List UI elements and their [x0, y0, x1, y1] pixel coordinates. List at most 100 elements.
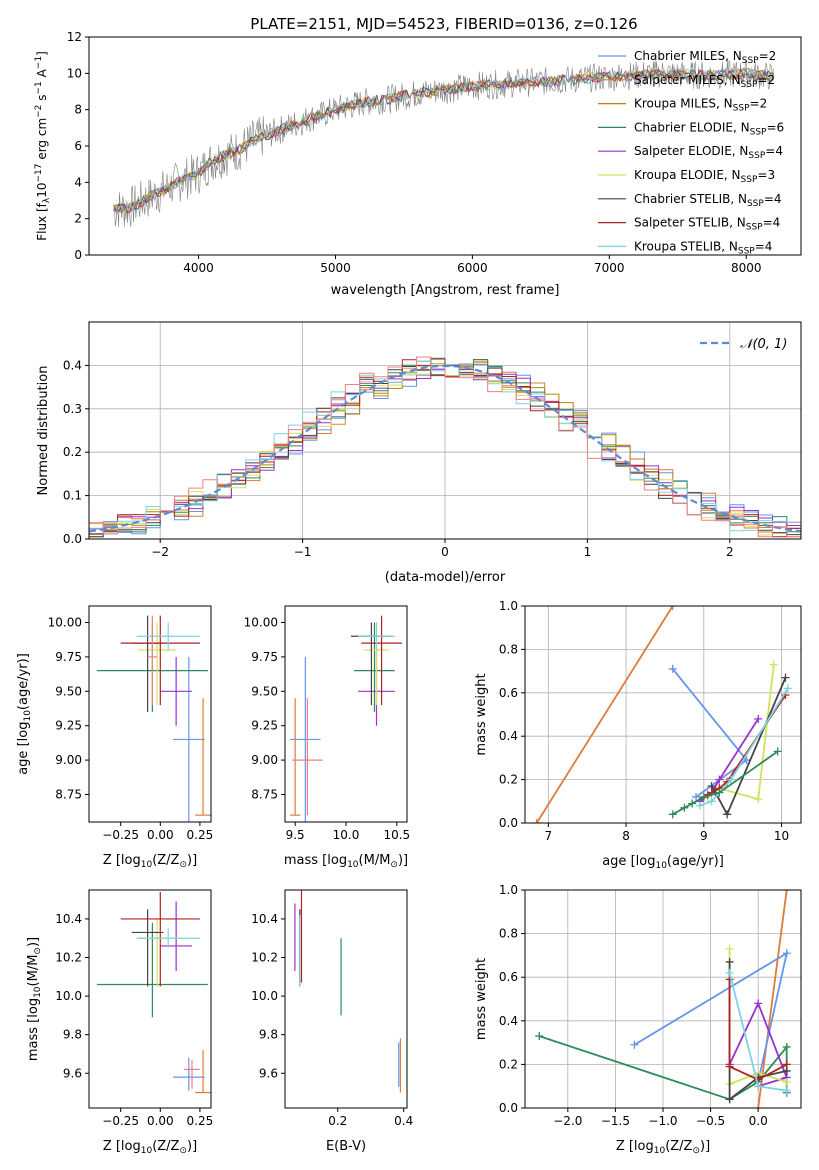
x-tick-label: −0.25 — [102, 1114, 139, 1128]
x-tick-label: 9 — [700, 829, 708, 843]
plot-area-mass_vs_ebv — [294, 890, 402, 1093]
x-axis-label: age [log10(age/yr)] — [602, 854, 724, 871]
x-tick-label: −0.5 — [696, 1114, 725, 1128]
y-tick-label: 10.0 — [55, 989, 82, 1003]
y-tick-label: 0.8 — [499, 642, 518, 656]
x-tick-label: −1.5 — [601, 1114, 630, 1128]
weight-marker — [782, 1042, 791, 1051]
weight-marker — [715, 788, 724, 797]
y-tick-label: 0.3 — [63, 402, 82, 416]
y-tick-label: 0.4 — [63, 358, 82, 372]
weight-marker — [723, 810, 732, 819]
plot-area-weight_vs_Z — [535, 890, 791, 1108]
y-tick-label: 9.50 — [251, 684, 278, 698]
y-tick-label: 10.2 — [251, 951, 278, 965]
weight-marker — [782, 890, 791, 894]
legend-entry: Salpeter ELODIE, NSSP=4 — [634, 144, 783, 161]
y-tick-label: 0.2 — [499, 773, 518, 787]
weight-marker — [715, 775, 724, 784]
x-tick-label: 0.00 — [147, 1114, 174, 1128]
y-tick-label: 0 — [74, 248, 82, 262]
x-tick-label: 8 — [622, 829, 630, 843]
y-tick-label: 0.2 — [499, 1057, 518, 1071]
x-tick-label: 10.0 — [333, 828, 360, 842]
x-axis-label: Z [log10(Z/Z⊙)] — [616, 1139, 710, 1156]
weight-marker — [773, 747, 782, 756]
weight-marker — [725, 957, 734, 966]
x-axis-label: E(B-V) — [326, 1139, 366, 1154]
y-axis-label: mass weight — [474, 958, 489, 1040]
y-tick-label: 9.75 — [251, 650, 278, 664]
legend-entry: Salpeter MILES, NSSP=2 — [634, 73, 775, 90]
spectrum-model-line — [113, 67, 774, 213]
plot-area-age_vs_Z — [96, 615, 211, 822]
y-tick-label: 1.0 — [499, 599, 518, 613]
weight-series-line — [535, 606, 674, 823]
x-axis-label: Z [log10(Z/Z⊙)] — [103, 853, 197, 870]
y-axis-label: Normed distribution — [36, 366, 51, 496]
weight-marker — [725, 944, 734, 953]
plot-area-age_vs_mass — [290, 615, 402, 822]
weight-marker — [668, 664, 677, 673]
x-tick-label: −1.0 — [648, 1114, 677, 1128]
x-tick-label: 0.0 — [749, 1114, 768, 1128]
axes-weight_vs_Z: −2.0 −1.5 −1.0 −0.5 0.0 0.0 0.2 0.4 0.6 0.8 1.0 Z [… — [474, 883, 802, 1156]
axes-frame — [88, 605, 212, 823]
y-tick-label: 0.0 — [499, 816, 518, 830]
y-tick-label: 0.0 — [63, 532, 82, 546]
x-axis-label: wavelength [Angstrom, rest frame] — [331, 283, 560, 298]
weight-marker — [782, 1060, 791, 1069]
weight-marker — [680, 803, 689, 812]
x-tick-label: −2 — [151, 545, 169, 559]
y-tick-label: 9.6 — [63, 1066, 82, 1080]
legend-entry: Chabrier ELODIE, NSSP=6 — [634, 120, 784, 137]
weight-series-line — [672, 750, 779, 816]
y-tick-label: 0.6 — [499, 970, 518, 984]
y-tick-label: 10.4 — [251, 912, 278, 926]
plot-area-residuals — [89, 356, 801, 538]
weight-marker — [725, 968, 734, 977]
plot-area-weight_vs_age — [532, 606, 792, 823]
gaussian-curve — [89, 364, 801, 533]
weight-series-line — [710, 677, 787, 817]
weight-marker — [754, 999, 763, 1008]
y-tick-label: 0.1 — [63, 489, 82, 503]
y-tick-label: 8 — [74, 103, 82, 117]
x-tick-label: −2.0 — [553, 1114, 582, 1128]
legend-entry: Kroupa MILES, NSSP=2 — [634, 97, 767, 114]
legend-entry: 𝒩(0, 1) — [740, 337, 787, 352]
y-tick-label: 0.0 — [499, 1101, 518, 1115]
y-tick-label: 9.25 — [55, 719, 82, 733]
y-tick-label: 10.00 — [48, 616, 82, 630]
x-tick-label: 4000 — [183, 261, 214, 275]
x-tick-label: −0.25 — [102, 828, 139, 842]
x-tick-label: 2 — [726, 545, 734, 559]
y-tick-label: 0.6 — [499, 686, 518, 700]
y-tick-label: 10 — [67, 66, 82, 80]
legend-entry: Kroupa STELIB, NSSP=4 — [634, 239, 772, 256]
x-tick-label: 0.2 — [328, 1114, 347, 1128]
x-tick-label: 7 — [545, 829, 553, 843]
legend-entry: Chabrier MILES, NSSP=2 — [634, 49, 776, 66]
y-tick-label: 10.4 — [55, 912, 82, 926]
y-tick-label: 12 — [67, 30, 82, 44]
y-axis-label: Flux [fλ10−17 erg cm−2 s−1 A−1] — [34, 51, 52, 241]
y-axis-label: age [log10(age/yr)] — [16, 653, 33, 775]
y-tick-label: 8.75 — [251, 787, 278, 801]
weight-marker — [668, 606, 677, 610]
plot-area-mass_vs_Z — [96, 891, 211, 1094]
x-tick-label: 9.5 — [286, 828, 305, 842]
y-axis-label: mass [log10(M/M⊙)] — [26, 937, 43, 1061]
weight-marker — [668, 810, 677, 819]
x-tick-label: −1 — [294, 545, 312, 559]
weight-marker — [783, 684, 792, 693]
weight-marker — [630, 1040, 639, 1049]
weight-series-line — [757, 890, 788, 1108]
weight-marker — [782, 1086, 791, 1095]
y-tick-label: 0.8 — [499, 927, 518, 941]
y-tick-label: 2 — [74, 212, 82, 226]
axes-age_vs_mass: 9.5 10.0 10.5 8.75 9.00 9.25 9.50 9.75 10.00 mass… — [244, 605, 410, 870]
y-tick-label: 10.2 — [55, 951, 82, 965]
y-tick-label: 1.0 — [499, 883, 518, 897]
